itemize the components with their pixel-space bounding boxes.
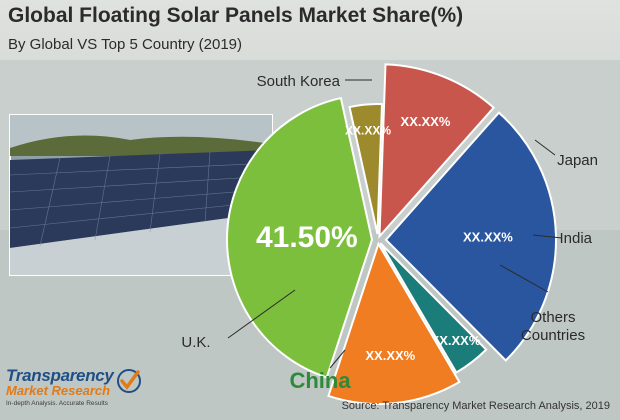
pie-slice-china [226, 96, 374, 379]
category-label: China [289, 368, 351, 393]
slice-value-label: XX.XX% [345, 124, 391, 138]
slice-value-label: 41.50% [256, 221, 358, 254]
logo-tagline: In-depth Analysis. Accurate Results [6, 400, 108, 407]
pie-slice-u.k. [348, 103, 384, 235]
category-label: Others Countries [521, 309, 585, 344]
leader-line [532, 234, 563, 239]
source-note: Source: Transparency Market Research Ana… [341, 400, 610, 412]
slice-value-label: XX.XX% [463, 229, 513, 244]
photo-inset [9, 114, 273, 276]
category-label: Japan [557, 152, 598, 169]
leader-line [499, 264, 549, 293]
chart-subtitle: By Global VS Top 5 Country (2019) [8, 36, 243, 53]
logo-name: Transparency [6, 366, 114, 385]
pie-slice-india [379, 242, 488, 374]
company-logo: Transparency Market Research In-depth An… [6, 366, 166, 416]
chart-title: Global Floating Solar Panels Market Shar… [8, 4, 464, 27]
leader-line [534, 139, 556, 156]
leader-line [329, 349, 346, 369]
category-label: South Korea [257, 73, 341, 90]
pie-slice-japan [384, 111, 557, 362]
category-label: U.K. [181, 334, 210, 351]
logo-subname: Market Research [6, 383, 111, 398]
pie-slice-south-korea [378, 63, 496, 240]
checkmark-icon [117, 369, 141, 393]
pie-slice-others-countries [327, 241, 461, 405]
slice-value-label: XX.XX% [431, 333, 481, 348]
slice-value-label: XX.XX% [401, 114, 451, 129]
leader-line [227, 289, 296, 339]
category-label: India [559, 230, 592, 247]
slice-value-label: XX.XX% [365, 348, 415, 363]
